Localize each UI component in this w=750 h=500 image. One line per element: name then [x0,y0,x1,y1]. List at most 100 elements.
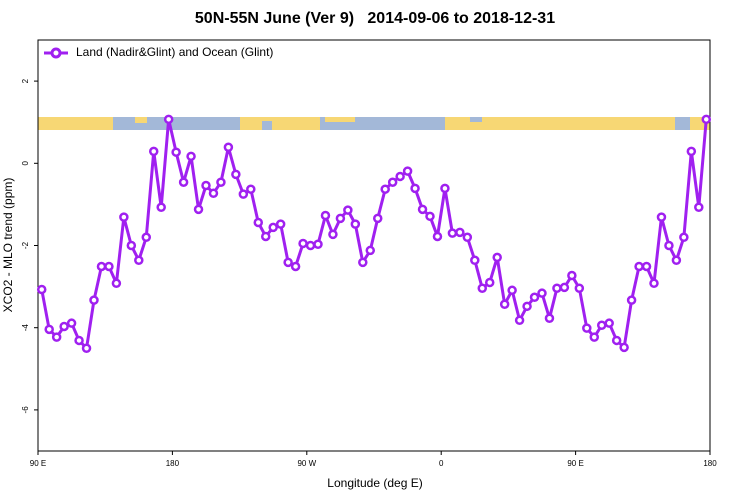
data-point [89,295,99,305]
data-point [59,321,69,332]
data-point [417,204,428,215]
data-point [81,343,92,353]
data-point [328,229,338,240]
data-point [470,255,480,266]
data-point [537,288,547,298]
data-point [148,146,159,157]
data-point [208,188,219,199]
data-point [492,252,502,263]
data-point [283,257,293,268]
data-point [395,171,405,182]
data-point [604,318,614,328]
data-point [141,232,152,243]
data-point [559,282,570,293]
data-point [358,257,368,268]
data-point [462,232,473,243]
data-point [253,217,264,228]
data-point [201,180,211,191]
data-point [447,228,458,238]
data-point [499,299,510,310]
y-tick-label: 0 [21,161,30,166]
data-point [477,283,488,293]
data-point [320,210,331,221]
x-tick-label: 90 E [567,459,583,468]
data-point [679,232,689,243]
data-point [656,212,667,222]
data-point [507,285,517,296]
legend-label: Land (Nadir&Glint) and Ocean (Glint) [76,45,273,59]
data-point [193,204,204,215]
legend: Land (Nadir&Glint) and Ocean (Glint) [44,45,273,59]
data-point [343,205,353,215]
land-ocean-band [38,117,710,130]
data-point [186,151,196,162]
data-point [686,146,697,157]
data-point [298,238,308,249]
data-point [44,324,54,335]
data-point [589,332,600,342]
data-point [335,213,346,224]
x-tick-label: 90 E [30,459,46,468]
data-point [260,231,271,242]
data-point [440,183,450,194]
data-point [514,315,525,326]
data-point [119,212,129,222]
data-point [350,219,361,229]
data-point [387,177,398,187]
data-point [36,284,47,295]
data-point [268,222,278,233]
data-point [134,255,144,266]
data-point [611,335,622,346]
data-point [425,211,435,222]
data-point [649,278,659,289]
data-point [619,342,629,353]
data-point [402,166,413,176]
x-axis-label: Longitude (deg E) [327,476,422,490]
plot-frame [37,39,711,452]
data-point [74,335,84,346]
data-point [171,147,181,157]
data-point [626,295,637,305]
data-point [96,261,107,272]
data-point [582,323,592,333]
data-point [66,318,77,328]
data-point [552,283,562,293]
x-tick-label: 180 [703,459,717,468]
data-point [641,261,652,272]
data-point [664,240,674,251]
data-point [223,142,234,153]
data-point [484,277,495,288]
data-point [231,169,241,180]
data-point [522,301,532,312]
data-point [567,270,577,281]
data-point [372,213,383,224]
data-point [313,239,323,250]
data-point [290,261,301,272]
data-point [694,202,704,213]
data-point [529,292,540,303]
chart-title: 50N-55N June (Ver 9) 2014-09-06 to 2018-… [195,10,555,27]
data-point [305,240,316,251]
data-point [596,320,607,330]
y-tick-label: -4 [21,324,30,332]
x-tick-label: 180 [166,459,180,468]
y-tick-label: -2 [21,241,30,249]
data-point [365,245,376,256]
y-tick-label: 2 [21,78,30,83]
series-line [40,117,708,350]
data-point [574,283,585,293]
data-point [275,219,286,229]
data-point [216,177,226,187]
y-tick-label: -6 [21,406,30,414]
data-point [126,240,137,251]
data-point [701,114,712,125]
data-point [432,231,443,242]
data-point [178,177,189,187]
data-point [163,114,174,125]
data-point [51,332,62,342]
data-point [455,227,465,238]
data-point [246,184,256,194]
data-point [238,189,249,199]
data-point [634,261,644,272]
data-point [104,261,114,272]
